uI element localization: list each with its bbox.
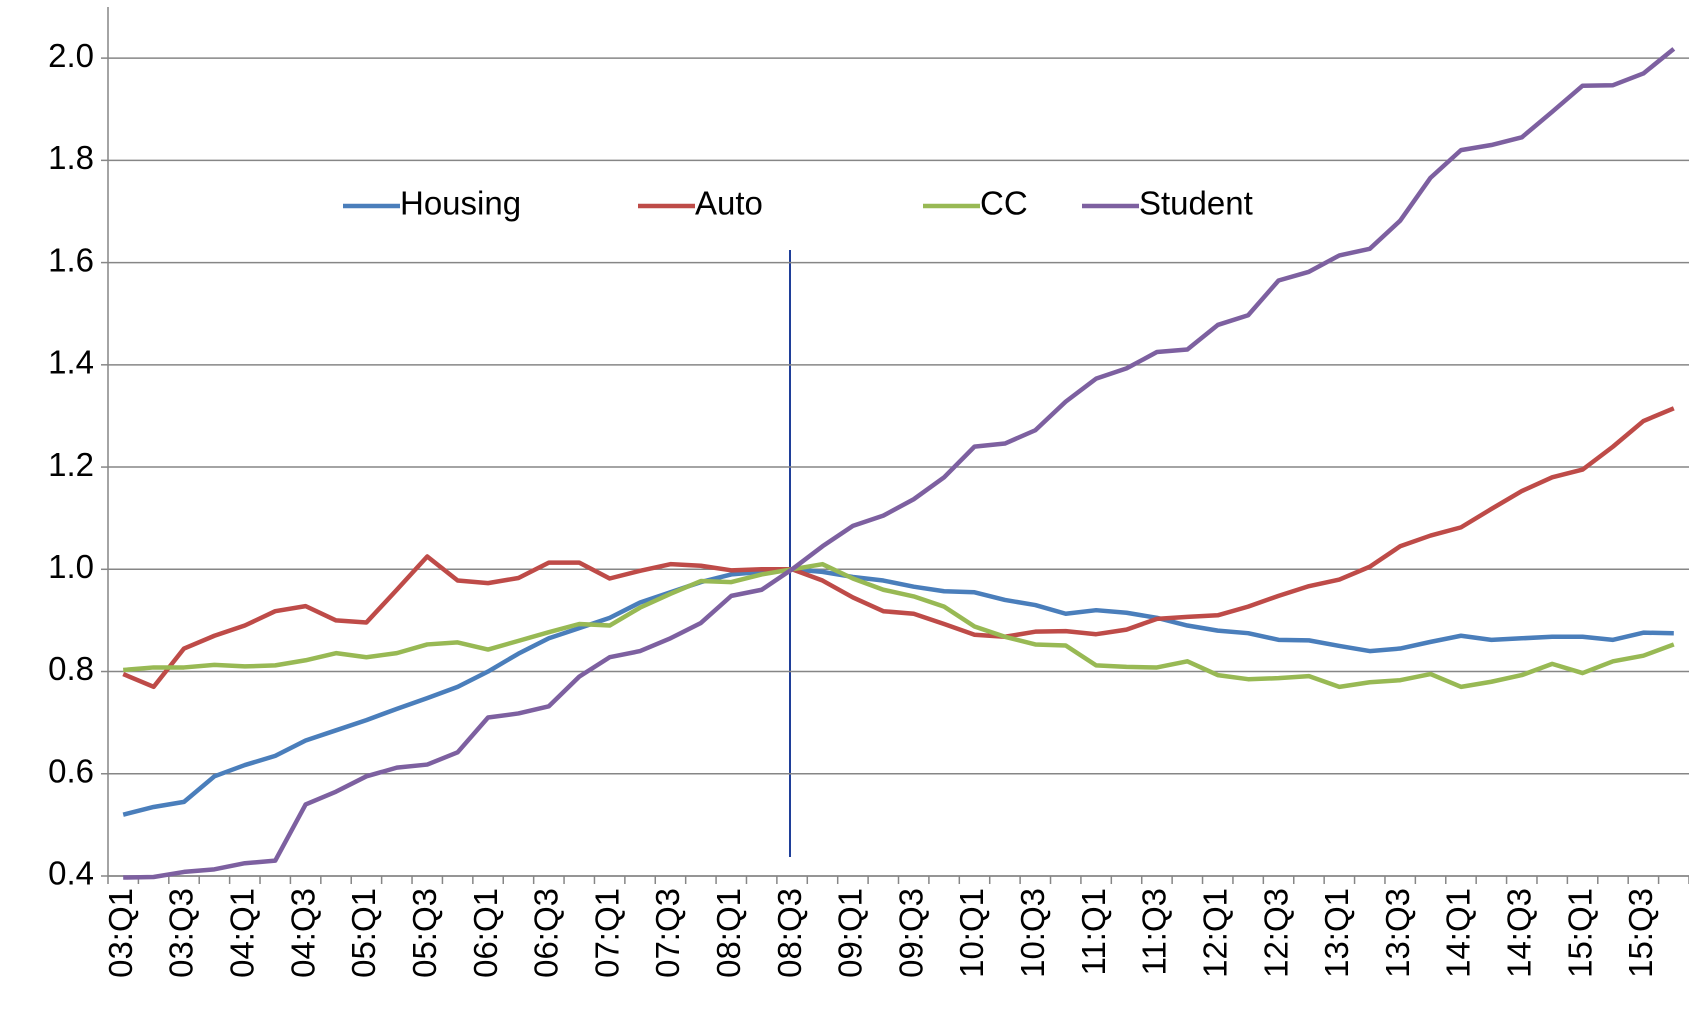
- x-tick-label: 04:Q3: [284, 888, 321, 978]
- x-tick-label: 13:Q3: [1379, 888, 1416, 978]
- y-tick-label: 2.0: [48, 37, 94, 74]
- legend-label: Auto: [695, 185, 763, 222]
- x-tick-label: 13:Q1: [1318, 888, 1355, 978]
- legend-label: Student: [1139, 185, 1253, 222]
- y-tick-label: 0.6: [48, 752, 94, 789]
- x-tick-label: 09:Q3: [892, 888, 929, 978]
- x-tick-label: 15:Q1: [1561, 888, 1598, 978]
- x-tick-label: 07:Q1: [588, 888, 625, 978]
- x-tick-label: 03:Q3: [163, 888, 200, 978]
- x-tick-label: 06:Q3: [528, 888, 565, 978]
- series-line: [123, 47, 1676, 880]
- x-tick-label: 11:Q3: [1136, 888, 1173, 975]
- x-tick-label: 03:Q1: [102, 888, 139, 978]
- x-tick-label: 05:Q3: [406, 888, 443, 978]
- y-tick-label: 1.8: [48, 139, 94, 176]
- x-tick-label: 04:Q1: [224, 888, 261, 978]
- x-tick-label: 09:Q1: [832, 888, 869, 978]
- x-tick-label: 12:Q3: [1257, 888, 1294, 978]
- series-line: [122, 567, 1674, 817]
- y-tick-label: 1.0: [48, 548, 94, 585]
- x-tick-label: 08:Q3: [771, 888, 808, 978]
- x-tick-label: 11:Q1: [1075, 888, 1112, 975]
- x-tick-label: 14:Q3: [1500, 888, 1537, 978]
- x-tick-label: 06:Q1: [467, 888, 504, 978]
- x-tick-label: 14:Q1: [1440, 888, 1477, 978]
- series-line: [123, 561, 1675, 690]
- y-tick-label: 1.4: [48, 344, 94, 381]
- x-tick-label: 07:Q3: [649, 888, 686, 978]
- x-tick-label: 10:Q3: [1014, 888, 1051, 978]
- y-tick-label: 0.8: [48, 650, 94, 687]
- x-tick-label: 15:Q3: [1622, 888, 1659, 978]
- x-tick-label: 12:Q1: [1196, 888, 1233, 978]
- series-line: [122, 406, 1675, 690]
- x-tick-label: 08:Q1: [710, 888, 747, 978]
- y-tick-label: 0.4: [48, 855, 94, 892]
- x-tick-label: 10:Q1: [953, 888, 990, 978]
- y-tick-label: 1.6: [48, 241, 94, 278]
- legend-label: Housing: [400, 185, 521, 222]
- y-tick-label: 1.2: [48, 446, 94, 483]
- x-tick-label: 05:Q1: [345, 888, 382, 978]
- legend-label: CC: [980, 185, 1028, 222]
